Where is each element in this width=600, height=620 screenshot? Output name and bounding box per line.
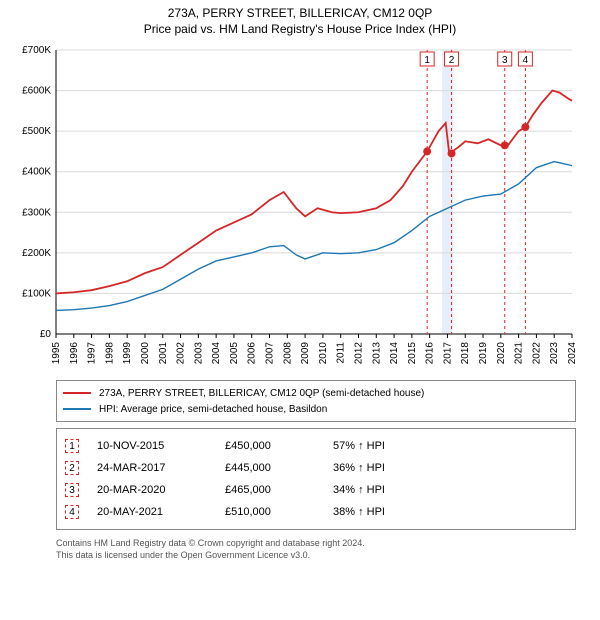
svg-text:2015: 2015: [407, 342, 418, 365]
svg-text:2006: 2006: [247, 342, 258, 365]
footer: Contains HM Land Registry data © Crown c…: [56, 538, 592, 561]
footer-line: This data is licensed under the Open Gov…: [56, 550, 592, 562]
sale-date: 10-NOV-2015: [97, 440, 207, 452]
legend-item: HPI: Average price, semi-detached house,…: [63, 401, 569, 417]
svg-text:£700K: £700K: [22, 45, 51, 56]
sale-marker: 2: [65, 461, 79, 475]
svg-text:£200K: £200K: [22, 248, 51, 259]
svg-text:2010: 2010: [318, 342, 329, 365]
sale-pct: 36% ↑ HPI: [333, 462, 443, 474]
svg-text:£100K: £100K: [22, 288, 51, 299]
svg-text:£500K: £500K: [22, 126, 51, 137]
svg-text:1999: 1999: [122, 342, 133, 365]
svg-text:2018: 2018: [460, 342, 471, 365]
svg-text:2005: 2005: [229, 342, 240, 365]
svg-text:£400K: £400K: [22, 167, 51, 178]
sale-pct: 38% ↑ HPI: [333, 506, 443, 518]
svg-text:2017: 2017: [442, 342, 453, 365]
svg-text:2008: 2008: [282, 342, 293, 365]
legend-label: HPI: Average price, semi-detached house,…: [99, 404, 327, 415]
sale-marker: 4: [65, 505, 79, 519]
svg-text:1997: 1997: [87, 342, 98, 365]
svg-text:1995: 1995: [51, 342, 62, 365]
svg-text:2016: 2016: [425, 342, 436, 365]
chart-container: 273A, PERRY STREET, BILLERICAY, CM12 0QP…: [0, 0, 600, 569]
sales-table: 1 10-NOV-2015 £450,000 57% ↑ HPI 2 24-MA…: [56, 428, 576, 530]
sale-pct: 34% ↑ HPI: [333, 484, 443, 496]
sale-date: 24-MAR-2017: [97, 462, 207, 474]
svg-text:2009: 2009: [300, 342, 311, 365]
table-row: 4 20-MAY-2021 £510,000 38% ↑ HPI: [65, 501, 567, 523]
chart-area: £0 £100K £200K £300K £400K £500K £600K £700K 199…: [8, 44, 592, 374]
svg-text:2000: 2000: [140, 342, 151, 365]
legend-label: 273A, PERRY STREET, BILLERICAY, CM12 0QP…: [99, 388, 424, 399]
sale-price: £465,000: [225, 484, 315, 496]
svg-text:2019: 2019: [478, 342, 489, 365]
svg-text:£0: £0: [40, 329, 52, 340]
svg-text:2024: 2024: [567, 342, 578, 365]
svg-text:2014: 2014: [389, 342, 400, 365]
table-row: 1 10-NOV-2015 £450,000 57% ↑ HPI: [65, 435, 567, 457]
sale-price: £510,000: [225, 506, 315, 518]
svg-text:1: 1: [424, 55, 430, 66]
svg-text:2013: 2013: [371, 342, 382, 365]
svg-text:3: 3: [502, 55, 508, 66]
legend: 273A, PERRY STREET, BILLERICAY, CM12 0QP…: [56, 380, 576, 422]
svg-text:2002: 2002: [176, 342, 187, 365]
svg-text:2023: 2023: [549, 342, 560, 365]
sale-date: 20-MAR-2020: [97, 484, 207, 496]
svg-text:2022: 2022: [531, 342, 542, 365]
sale-pct: 57% ↑ HPI: [333, 440, 443, 452]
price-chart: £0 £100K £200K £300K £400K £500K £600K £700K 199…: [8, 44, 588, 374]
sale-date: 20-MAY-2021: [97, 506, 207, 518]
legend-item: 273A, PERRY STREET, BILLERICAY, CM12 0QP…: [63, 385, 569, 401]
svg-text:1998: 1998: [104, 342, 115, 365]
svg-text:£600K: £600K: [22, 86, 51, 97]
svg-text:4: 4: [523, 55, 529, 66]
svg-text:2012: 2012: [353, 342, 364, 365]
svg-text:2003: 2003: [193, 342, 204, 365]
footer-line: Contains HM Land Registry data © Crown c…: [56, 538, 592, 550]
svg-text:2011: 2011: [336, 342, 347, 364]
chart-title: 273A, PERRY STREET, BILLERICAY, CM12 0QP: [8, 6, 592, 20]
svg-text:2: 2: [449, 55, 455, 66]
legend-swatch: [63, 408, 91, 410]
legend-swatch: [63, 392, 91, 394]
svg-text:£300K: £300K: [22, 207, 51, 218]
table-row: 2 24-MAR-2017 £445,000 36% ↑ HPI: [65, 457, 567, 479]
sale-marker: 3: [65, 483, 79, 497]
sale-price: £445,000: [225, 462, 315, 474]
svg-text:2020: 2020: [496, 342, 507, 365]
svg-text:2004: 2004: [211, 342, 222, 365]
svg-text:2007: 2007: [265, 342, 276, 365]
table-row: 3 20-MAR-2020 £465,000 34% ↑ HPI: [65, 479, 567, 501]
svg-text:2001: 2001: [158, 342, 169, 365]
sale-price: £450,000: [225, 440, 315, 452]
chart-subtitle: Price paid vs. HM Land Registry's House …: [8, 22, 592, 36]
svg-text:1996: 1996: [69, 342, 80, 365]
svg-text:2021: 2021: [514, 342, 525, 365]
sale-marker: 1: [65, 439, 79, 453]
